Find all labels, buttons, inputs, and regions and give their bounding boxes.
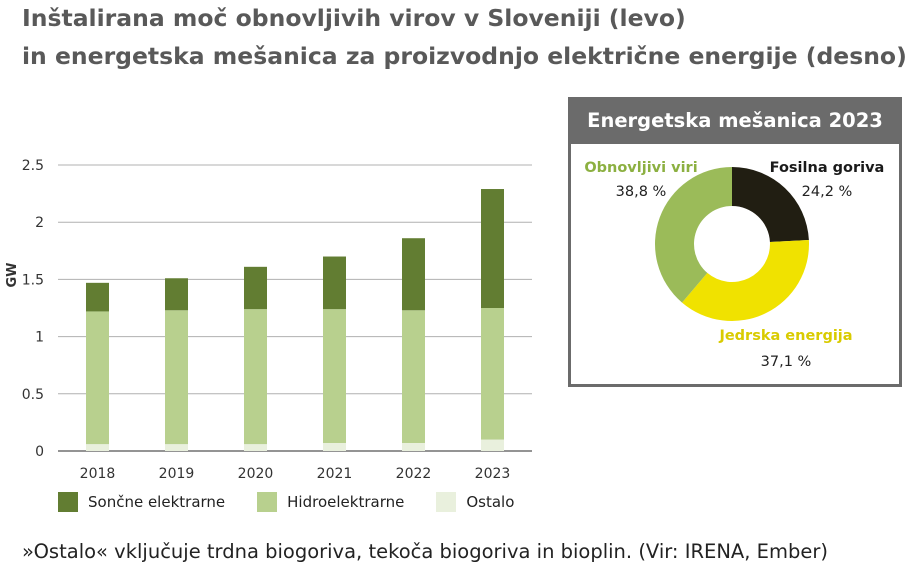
bar-segment-other: [402, 442, 425, 451]
bar-segment-other: [244, 444, 267, 451]
bar-segment-hydro: [165, 310, 188, 445]
bar-chart-grid: [58, 164, 532, 452]
bar-chart-bars: [86, 189, 504, 451]
bar-segment-hydro: [86, 311, 109, 445]
bar-segment-other: [481, 439, 504, 451]
bar-segment-hydro: [244, 309, 267, 445]
energy-mix-panel: Energetska mešanica 2023 Fosilna goriva 2…: [568, 97, 902, 387]
legend-item-solar: Sončne elektrarne: [58, 492, 225, 512]
bar-segment-solar: [244, 266, 267, 310]
bar-segment-solar: [86, 282, 109, 312]
bar-segment-solar: [481, 189, 504, 308]
bar-segment-other: [165, 444, 188, 451]
y-axis-ticks: 0 0.5 1 1.5 2 2.5: [22, 158, 44, 460]
donut-slices: [655, 167, 809, 321]
y-tick-label: 1.5: [22, 272, 44, 288]
legend-item-other: Ostalo: [436, 492, 514, 512]
legend-item-hydro: Hidroelektrarne: [257, 492, 404, 512]
bar-chart: 0 0.5 1 1.5 2 2.5 2018 2019 2020 2021 2022 2023 GW: [5, 158, 532, 482]
energy-mix-panel-title: Energetska mešanica 2023: [571, 100, 899, 144]
bar-segment-hydro: [402, 310, 425, 443]
bar-segment-hydro: [323, 309, 346, 443]
bar-segment-other: [323, 442, 346, 451]
donut-label-renewables: Obnovljivi viri: [584, 160, 697, 176]
donut-slice-fossil: [732, 167, 809, 243]
chart-title-line-1: Inštalirana moč obnovljivih virov v Slov…: [22, 4, 686, 32]
x-tick-label: 2018: [80, 466, 116, 482]
donut-label-nuclear: Jedrska energija: [718, 328, 852, 344]
bar-segment-solar: [165, 278, 188, 311]
y-tick-label: 1: [35, 330, 44, 346]
x-tick-label: 2021: [317, 466, 353, 482]
y-tick-label: 2.5: [22, 158, 44, 174]
y-tick-label: 2: [35, 215, 44, 231]
x-tick-label: 2023: [475, 466, 511, 482]
donut-value-renewables: 38,8 %: [616, 184, 667, 200]
donut-slice-renewables: [655, 167, 732, 303]
legend-swatch-solar: [58, 492, 78, 512]
bar-segment-other: [86, 444, 109, 451]
donut-value-fossil: 24,2 %: [802, 184, 853, 200]
footnote-source: »Ostalo« vključuje trdna biogoriva, teko…: [22, 540, 828, 563]
donut-label-fossil: Fosilna goriva: [770, 160, 885, 176]
donut-value-nuclear: 37,1 %: [761, 354, 812, 370]
legend-label-hydro: Hidroelektrarne: [287, 493, 405, 511]
bar-segment-solar: [323, 256, 346, 310]
donut-chart: Fosilna goriva 24,2 % Jedrska energija 37,1…: [584, 160, 884, 370]
chart-title-line-2: in energetska mešanica za proizvodnjo el…: [22, 42, 907, 70]
legend-swatch-other: [436, 492, 457, 512]
x-tick-label: 2020: [238, 466, 274, 482]
bar-chart-legend: Sončne elektrarne Hidroelektrarne Ostalo: [58, 492, 514, 512]
y-axis-label: GW: [5, 262, 20, 287]
x-axis-ticks: 2018 2019 2020 2021 2022 2023: [80, 466, 511, 482]
legend-swatch-hydro: [257, 492, 278, 512]
y-tick-label: 0.5: [22, 387, 44, 403]
legend-label-solar: Sončne elektrarne: [88, 493, 226, 511]
legend-label-other: Ostalo: [466, 493, 515, 511]
donut-slice-nuclear: [682, 240, 809, 321]
y-tick-label: 0: [35, 444, 44, 460]
x-tick-label: 2022: [396, 466, 432, 482]
bar-segment-hydro: [481, 308, 504, 440]
bar-segment-solar: [402, 238, 425, 311]
donut-labels: Fosilna goriva 24,2 % Jedrska energija 37,1…: [584, 160, 884, 370]
x-tick-label: 2019: [159, 466, 195, 482]
